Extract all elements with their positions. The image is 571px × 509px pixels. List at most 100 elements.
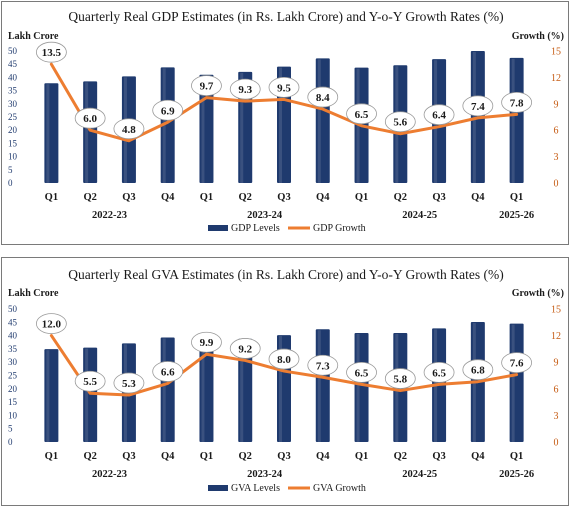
growth-label-bubble [74, 107, 106, 129]
right-tick-label: 0 [554, 179, 559, 190]
bar-highlight [85, 82, 89, 183]
growth-label-bubble [346, 103, 377, 125]
growth-data-label: 4.8 [122, 124, 136, 136]
category-label: Q3 [277, 451, 290, 462]
growth-label-bubble [501, 352, 533, 374]
bar-highlight [46, 350, 50, 442]
category-label: Q2 [239, 451, 252, 462]
left-tick-label: 40 [8, 72, 18, 82]
growth-label-bubble [268, 77, 300, 98]
left-tick-label: 0 [8, 178, 13, 188]
bar-highlight [511, 324, 515, 442]
growth-line [49, 62, 519, 143]
right-tick-label: 12 [551, 73, 561, 84]
growth-data-label: 7.3 [316, 360, 330, 372]
gdp-chart: Quarterly Real GDP Estimates (in Rs. Lak… [8, 9, 564, 234]
category-label: Q1 [355, 451, 368, 462]
bar-highlight [317, 59, 321, 183]
bar-highlight [201, 75, 205, 183]
category-label: Q1 [200, 451, 213, 462]
growth-data-label: 9.2 [238, 343, 252, 355]
growth-label-bubble [346, 361, 377, 383]
left-tick-label: 35 [8, 86, 18, 96]
growth-line [49, 334, 519, 397]
year-label: 2024-25 [402, 469, 437, 480]
growth-data-label: 9.9 [200, 337, 214, 349]
year-label: 2023-24 [247, 210, 283, 221]
bar [160, 67, 175, 183]
category-label: Q1 [510, 192, 523, 203]
chart-title: Quarterly Real GDP Estimates (in Rs. Lak… [68, 9, 503, 24]
left-tick-label: 50 [8, 304, 18, 314]
category-label: Q2 [394, 192, 407, 203]
gdp-chart-panel: Quarterly Real GDP Estimates (in Rs. Lak… [1, 1, 569, 245]
left-tick-label: 50 [8, 46, 18, 56]
right-tick-label: 6 [554, 384, 559, 395]
growth-data-label: 7.4 [471, 101, 485, 113]
right-tick-label: 12 [551, 331, 561, 342]
growth-data-label: 6.9 [161, 105, 175, 117]
category-label: Q4 [471, 451, 485, 462]
growth-label-bubble [113, 372, 145, 394]
left-axis-title: Lakh Crore [8, 288, 59, 299]
left-tick-label: 30 [8, 99, 18, 109]
growth-data-label: 13.5 [42, 47, 62, 59]
year-label: 2025-26 [499, 210, 534, 221]
growth-data-label: 5.3 [122, 378, 136, 390]
right-tick-label: 15 [551, 305, 561, 316]
left-tick-label: 25 [8, 371, 18, 381]
growth-label-bubble [307, 354, 339, 376]
growth-data-label: 6.0 [83, 113, 97, 125]
growth-label-bubble [384, 111, 416, 133]
growth-label-bubble [423, 104, 455, 126]
legend-bar-swatch [208, 225, 228, 231]
year-label: 2022-23 [92, 210, 127, 221]
category-label: Q1 [45, 451, 58, 462]
left-tick-label: 20 [8, 384, 18, 394]
category-label: Q3 [277, 192, 290, 203]
left-tick-label: 15 [8, 138, 18, 148]
bar-highlight [46, 84, 50, 183]
legend-line-label: GDP Growth [313, 223, 366, 234]
legend-bar-label: GVA Levels [231, 483, 280, 494]
growth-data-label: 9.5 [277, 82, 291, 94]
category-label: Q4 [316, 192, 330, 203]
bar-highlight [317, 330, 321, 442]
growth-label-bubble [113, 118, 145, 140]
category-label: Q1 [510, 451, 523, 462]
category-label: Q4 [471, 192, 485, 203]
category-label: Q2 [83, 451, 96, 462]
left-tick-label: 35 [8, 344, 18, 354]
category-label: Q2 [239, 192, 252, 203]
year-label: 2025-26 [499, 469, 534, 480]
right-tick-label: 15 [551, 47, 561, 58]
right-tick-label: 9 [554, 99, 559, 110]
bar-highlight [240, 72, 244, 183]
right-tick-label: 0 [554, 438, 559, 449]
left-tick-label: 45 [8, 317, 18, 327]
growth-data-label: 6.5 [432, 367, 446, 379]
category-label: Q2 [83, 192, 96, 203]
growth-label-bubble [462, 359, 494, 381]
category-label: Q4 [161, 192, 175, 203]
growth-data-label: 5.6 [393, 117, 407, 129]
growth-label-bubble [268, 348, 300, 370]
bar-highlight [201, 340, 205, 442]
right-tick-label: 3 [554, 411, 559, 422]
growth-data-label: 12.0 [42, 319, 62, 331]
left-tick-label: 40 [8, 331, 18, 341]
left-axis-title: Lakh Crore [8, 31, 59, 42]
gva-chart: Quarterly Real GVA Estimates (in Rs. Lak… [8, 267, 564, 494]
growth-label-bubble [35, 313, 67, 334]
growth-data-label: 6.5 [355, 109, 369, 121]
left-tick-label: 20 [8, 125, 18, 135]
left-tick-label: 5 [8, 165, 13, 175]
bar [44, 349, 59, 442]
growth-data-label: 7.6 [510, 358, 524, 370]
growth-data-label: 8.0 [277, 354, 291, 366]
left-tick-label: 10 [8, 410, 18, 420]
bar-highlight [511, 58, 515, 183]
bar [509, 57, 524, 183]
growth-data-label: 6.5 [355, 367, 369, 379]
legend-bar-label: GDP Levels [231, 223, 280, 234]
